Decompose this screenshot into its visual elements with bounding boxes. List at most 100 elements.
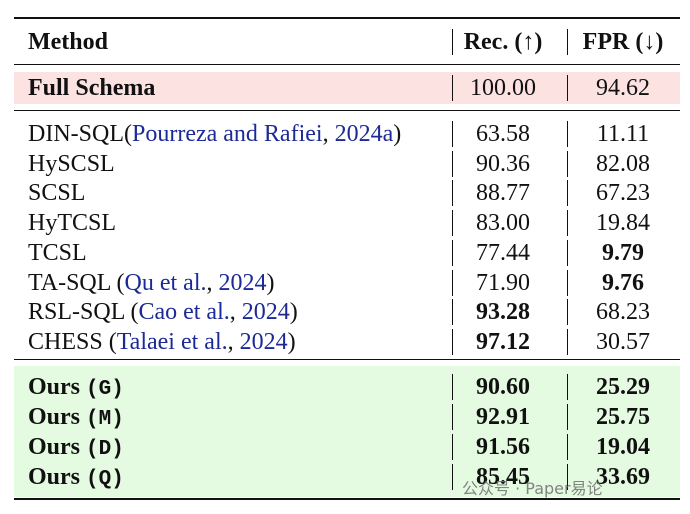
variant-code: (M) xyxy=(86,408,124,431)
column-divider xyxy=(567,29,568,55)
column-divider xyxy=(452,29,453,55)
column-divider xyxy=(452,269,453,296)
method-name: ) xyxy=(266,269,275,296)
column-divider xyxy=(567,404,568,430)
fpr-cell: 25.29 xyxy=(596,374,650,400)
fpr-cell: 19.04 xyxy=(596,434,650,460)
fpr-cell: 82.08 xyxy=(596,150,650,177)
variant-code: (Q) xyxy=(86,468,124,491)
watermark: 公众号 · Paper易论 xyxy=(462,479,603,498)
rec-cell: 77.44 xyxy=(476,239,530,266)
section-rule xyxy=(14,110,680,111)
method-name: , xyxy=(229,299,242,326)
column-divider xyxy=(567,239,568,266)
fpr-cell: FPR (↓) xyxy=(582,29,664,55)
method-cell: Ours (G) xyxy=(28,373,124,401)
column-divider xyxy=(567,434,568,460)
citation[interactable]: 2024 xyxy=(241,299,290,326)
method-name: ) xyxy=(289,299,298,326)
method-name: SCSL xyxy=(28,180,86,207)
rec-cell: Rec. (↑) xyxy=(463,29,543,55)
column-divider xyxy=(452,239,453,266)
rec-cell: 92.91 xyxy=(476,404,530,430)
bottom-rule xyxy=(14,498,680,500)
column-divider xyxy=(452,210,453,237)
column-divider xyxy=(452,434,453,460)
column-divider xyxy=(452,404,453,430)
method-name: HySCSL xyxy=(28,150,115,177)
top-rule xyxy=(14,17,680,19)
method-cell: TCSL xyxy=(28,239,87,267)
method-name: Ours xyxy=(28,404,87,430)
fpr-cell: 19.84 xyxy=(596,210,650,237)
method-cell: Ours (M) xyxy=(28,403,124,431)
column-divider xyxy=(452,328,453,355)
rec-cell: 88.77 xyxy=(476,180,530,207)
method-name: , xyxy=(206,269,219,296)
method-name: , xyxy=(227,328,240,355)
column-divider xyxy=(567,464,568,490)
fpr-cell: 94.62 xyxy=(596,75,650,101)
rec-cell: 71.90 xyxy=(476,269,530,296)
rec-cell: 91.56 xyxy=(476,434,530,460)
fpr-cell: 9.76 xyxy=(602,269,644,296)
method-cell: DIN-SQL(Pourreza and Rafiei, 2024a) xyxy=(28,120,401,148)
column-divider xyxy=(567,210,568,237)
fpr-cell: 11.11 xyxy=(596,121,650,147)
method-cell: HySCSL xyxy=(28,150,115,178)
rec-cell: 83.00 xyxy=(476,210,530,237)
column-divider xyxy=(567,121,568,147)
method-name: , xyxy=(322,121,335,147)
column-divider xyxy=(567,374,568,400)
method-name: Full Schema xyxy=(28,75,156,101)
column-divider xyxy=(452,150,453,177)
column-divider xyxy=(452,121,453,147)
method-name: ) xyxy=(287,328,296,355)
variant-code: (G) xyxy=(86,378,124,401)
citation[interactable]: 2024 xyxy=(239,328,288,355)
method-cell: Ours (Q) xyxy=(28,463,124,491)
method-name: Ours xyxy=(28,464,87,490)
method-name: Ours xyxy=(28,434,87,460)
method-name: Ours xyxy=(28,374,87,400)
method-cell: TA-SQL (Qu et al., 2024) xyxy=(28,269,275,297)
method-name: TCSL xyxy=(28,239,87,266)
column-divider xyxy=(567,180,568,207)
method-name: RSL-SQL ( xyxy=(28,299,139,326)
column-divider xyxy=(567,75,568,101)
rec-cell: 90.36 xyxy=(476,150,530,177)
method-name: HyTCSL xyxy=(28,210,117,237)
column-divider xyxy=(452,464,453,490)
rec-cell: 85.45 xyxy=(476,464,530,490)
method-cell: CHESS (Talaei et al., 2024) xyxy=(28,328,296,356)
highlight-band xyxy=(14,72,680,104)
rec-cell: 97.12 xyxy=(476,328,530,355)
rec-cell: 63.58 xyxy=(476,121,530,147)
column-divider xyxy=(452,374,453,400)
fpr-cell: 67.23 xyxy=(596,180,650,207)
method-name: TA-SQL ( xyxy=(28,269,125,296)
citation[interactable]: Talaei et al. xyxy=(116,328,228,355)
rec-cell: 90.60 xyxy=(476,374,530,400)
citation[interactable]: 2024a xyxy=(334,121,394,147)
citation[interactable]: 2024 xyxy=(218,269,267,296)
method-cell: Method xyxy=(28,29,108,55)
citation[interactable]: Cao et al. xyxy=(138,299,230,326)
column-divider xyxy=(567,150,568,177)
section-rule xyxy=(14,359,680,360)
rec-cell: 100.00 xyxy=(470,75,536,101)
rec-cell: 93.28 xyxy=(476,299,530,326)
method-name: DIN-SQL( xyxy=(28,121,132,147)
column-divider xyxy=(567,328,568,355)
method-cell: Ours (D) xyxy=(28,433,124,461)
highlight-band xyxy=(14,366,680,497)
column-divider xyxy=(452,299,453,326)
column-divider xyxy=(452,75,453,101)
fpr-cell: 30.57 xyxy=(596,328,650,355)
fpr-cell: 33.69 xyxy=(596,464,650,490)
column-divider xyxy=(452,180,453,207)
method-name: CHESS ( xyxy=(28,328,117,355)
citation[interactable]: Qu et al. xyxy=(124,269,207,296)
citation[interactable]: Pourreza and Rafiei xyxy=(131,121,323,147)
